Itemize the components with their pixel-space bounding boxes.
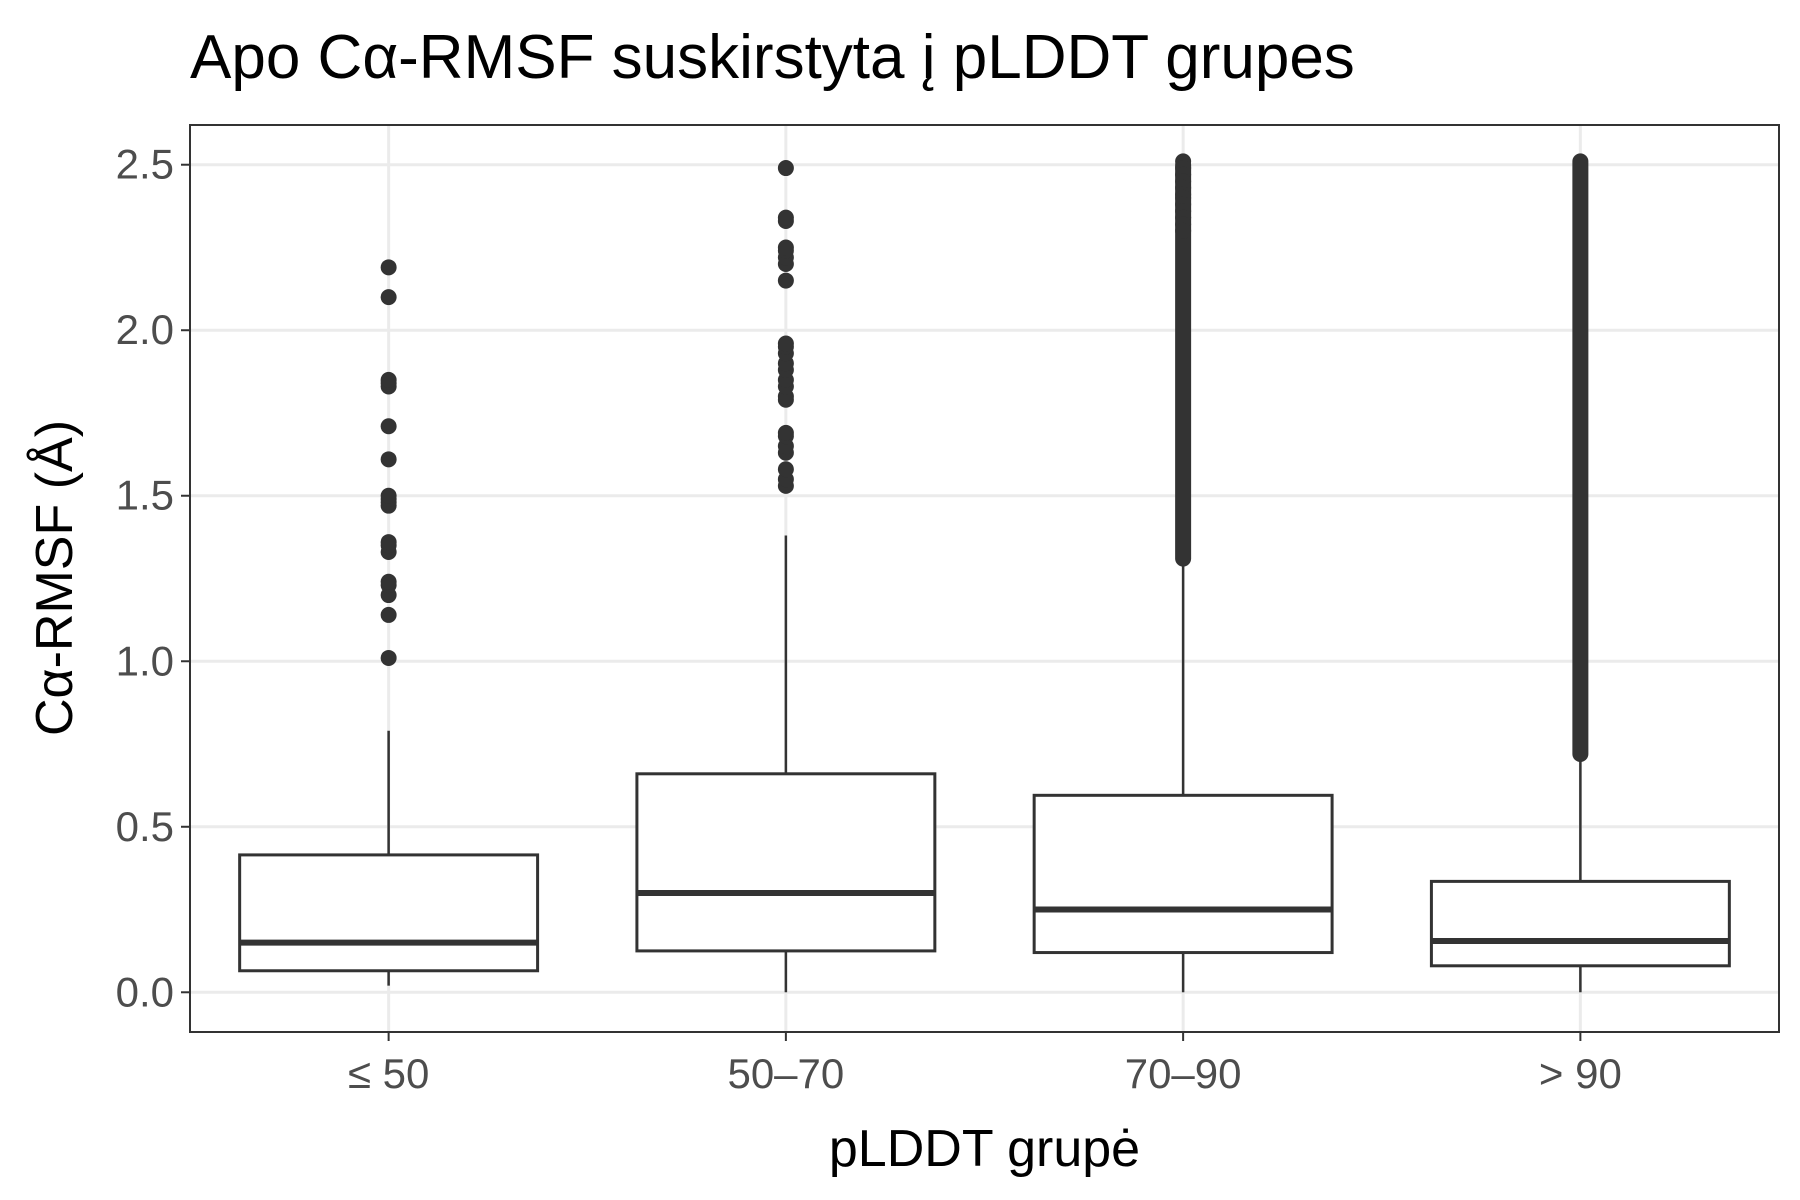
y-tick-label: 0.0 xyxy=(116,968,174,1015)
outlier-point xyxy=(380,534,397,551)
outlier-point xyxy=(777,424,794,441)
outlier-layer xyxy=(380,153,1589,762)
box-layer xyxy=(238,535,1731,993)
outlier-point xyxy=(380,649,397,666)
y-tick-label: 2.5 xyxy=(116,141,174,188)
outlier-point xyxy=(380,606,397,623)
y-tick-label: 0.5 xyxy=(116,803,174,850)
y-tick-label: 1.0 xyxy=(116,637,174,684)
y-tick-label: 1.5 xyxy=(116,472,174,519)
chart-title: Apo Cα-RMSF suskirstyta į pLDDT grupes xyxy=(190,23,1355,92)
y-axis-title: Cα-RMSF (Å) xyxy=(26,420,84,736)
x-tick-label: 70–90 xyxy=(1125,1050,1242,1097)
box-iqr xyxy=(238,853,540,973)
outlier-point xyxy=(777,272,794,289)
outlier-point xyxy=(380,418,397,435)
outlier-dense-band xyxy=(1572,153,1589,762)
box-iqr xyxy=(1429,879,1731,968)
x-tick-label: > 90 xyxy=(1539,1050,1622,1097)
plot-panel-border xyxy=(189,124,1780,1033)
outlier-dense-band xyxy=(1175,156,1192,567)
outlier-point xyxy=(1175,222,1192,239)
box-group xyxy=(238,730,540,986)
box-iqr xyxy=(1032,793,1334,955)
x-tick-label: ≤ 50 xyxy=(348,1050,429,1097)
y-tick-label: 2.0 xyxy=(116,306,174,353)
outlier-point xyxy=(777,209,794,226)
x-axis-ticks: ≤ 50 50–70 70–90 > 90 xyxy=(348,1032,1622,1097)
outlier-point xyxy=(380,289,397,306)
box-group xyxy=(1032,561,1334,993)
outlier-point xyxy=(380,487,397,504)
y-axis-ticks: 0.0 0.5 1.0 1.5 2.0 2.5 xyxy=(116,141,190,1015)
box-group xyxy=(635,535,937,993)
outlier-point xyxy=(777,160,794,177)
outlier-point xyxy=(777,335,794,352)
x-axis-title: pLDDT grupė xyxy=(829,1120,1140,1178)
outlier-point xyxy=(380,573,397,590)
x-tick-label: 50–70 xyxy=(727,1050,844,1097)
outlier-point xyxy=(380,451,397,468)
outlier-point xyxy=(380,371,397,388)
box-iqr xyxy=(635,772,937,953)
outlier-point xyxy=(777,461,794,478)
outlier-point xyxy=(777,239,794,256)
box-group xyxy=(1429,757,1731,993)
outlier-point xyxy=(380,259,397,276)
